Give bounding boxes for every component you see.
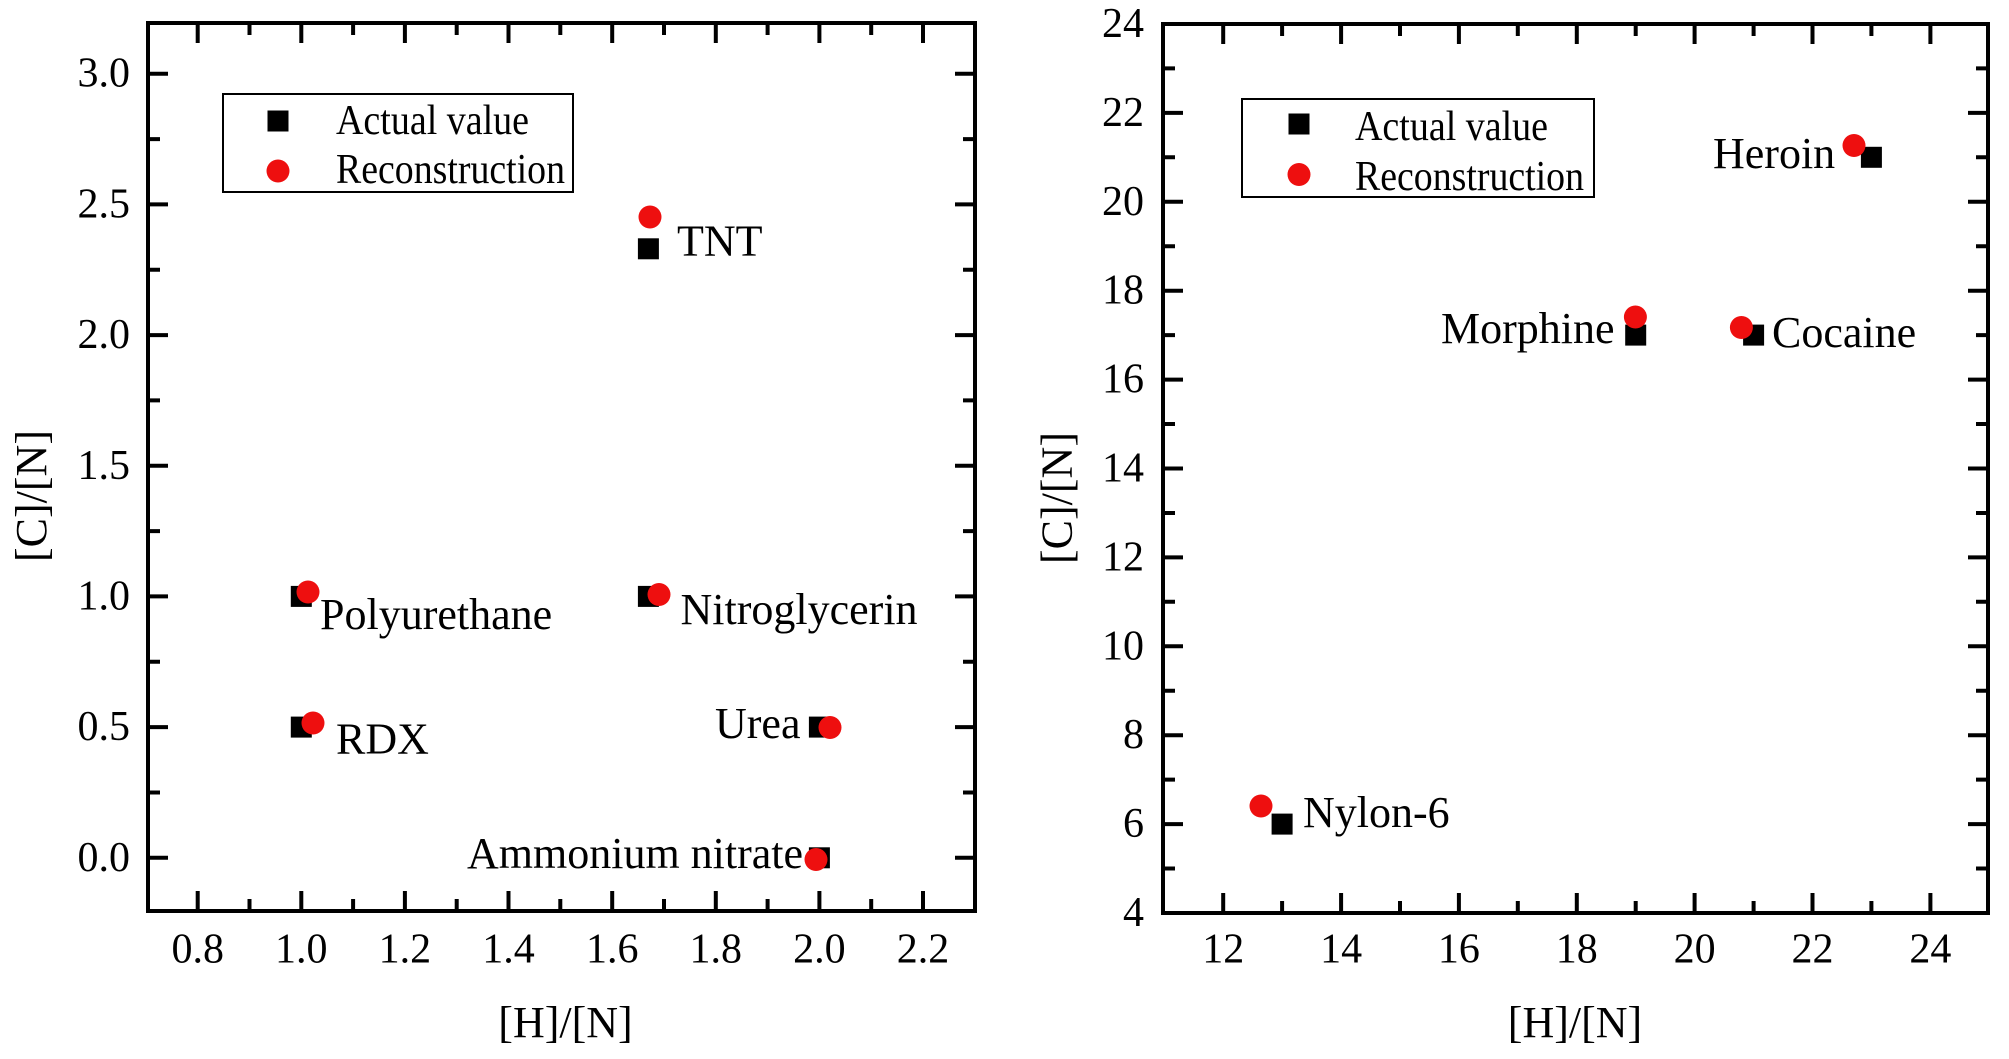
svg-text:1.6: 1.6 (586, 927, 639, 973)
svg-text:20: 20 (1102, 179, 1144, 225)
svg-text:Ammonium nitrate: Ammonium nitrate (467, 829, 803, 878)
svg-text:24: 24 (1102, 1, 1144, 47)
svg-text:12: 12 (1102, 534, 1144, 580)
svg-text:6: 6 (1123, 801, 1144, 847)
svg-text:18: 18 (1102, 268, 1144, 314)
svg-text:Actual value: Actual value (1355, 104, 1548, 150)
svg-text:10: 10 (1102, 623, 1144, 669)
svg-text:Actual value: Actual value (336, 98, 529, 144)
svg-text:0.8: 0.8 (171, 927, 224, 973)
svg-text:12: 12 (1202, 927, 1244, 973)
svg-text:22: 22 (1102, 90, 1144, 136)
svg-text:1.2: 1.2 (379, 927, 432, 973)
svg-text:24: 24 (1909, 927, 1951, 973)
svg-text:Polyurethane: Polyurethane (320, 590, 552, 639)
svg-text:14: 14 (1320, 927, 1362, 973)
svg-text:[H]/[N]: [H]/[N] (1508, 998, 1642, 1047)
svg-text:22: 22 (1792, 927, 1834, 973)
svg-text:20: 20 (1674, 927, 1716, 973)
svg-text:[H]/[N]: [H]/[N] (498, 998, 632, 1047)
svg-text:1.8: 1.8 (690, 927, 743, 973)
svg-text:Nitroglycerin: Nitroglycerin (681, 585, 918, 634)
svg-text:14: 14 (1102, 446, 1144, 492)
svg-text:1.0: 1.0 (275, 927, 328, 973)
svg-text:1.4: 1.4 (482, 927, 535, 973)
svg-text:Reconstruction: Reconstruction (1355, 154, 1584, 200)
svg-text:[C]/[N]: [C]/[N] (1033, 432, 1082, 564)
svg-text:16: 16 (1102, 357, 1144, 403)
svg-text:18: 18 (1556, 927, 1598, 973)
svg-text:Urea: Urea (715, 699, 801, 748)
svg-text:2.5: 2.5 (78, 181, 131, 227)
svg-text:RDX: RDX (336, 715, 429, 764)
svg-text:[C]/[N]: [C]/[N] (7, 430, 56, 562)
svg-text:0.0: 0.0 (78, 835, 131, 881)
svg-text:Morphine: Morphine (1441, 304, 1615, 353)
svg-text:0.5: 0.5 (78, 704, 131, 750)
svg-text:Nylon-6: Nylon-6 (1303, 788, 1450, 837)
svg-text:TNT: TNT (677, 217, 763, 266)
svg-text:8: 8 (1123, 712, 1144, 758)
svg-text:Cocaine: Cocaine (1772, 308, 1916, 357)
svg-text:1.0: 1.0 (78, 573, 131, 619)
svg-text:1.5: 1.5 (78, 443, 131, 489)
svg-text:Heroin: Heroin (1713, 129, 1835, 178)
svg-text:2.0: 2.0 (793, 927, 846, 973)
svg-text:2.0: 2.0 (78, 312, 131, 358)
svg-text:3.0: 3.0 (78, 51, 131, 97)
svg-text:16: 16 (1438, 927, 1480, 973)
svg-text:2.2: 2.2 (897, 927, 950, 973)
svg-text:4: 4 (1123, 890, 1144, 936)
svg-text:Reconstruction: Reconstruction (336, 147, 565, 193)
